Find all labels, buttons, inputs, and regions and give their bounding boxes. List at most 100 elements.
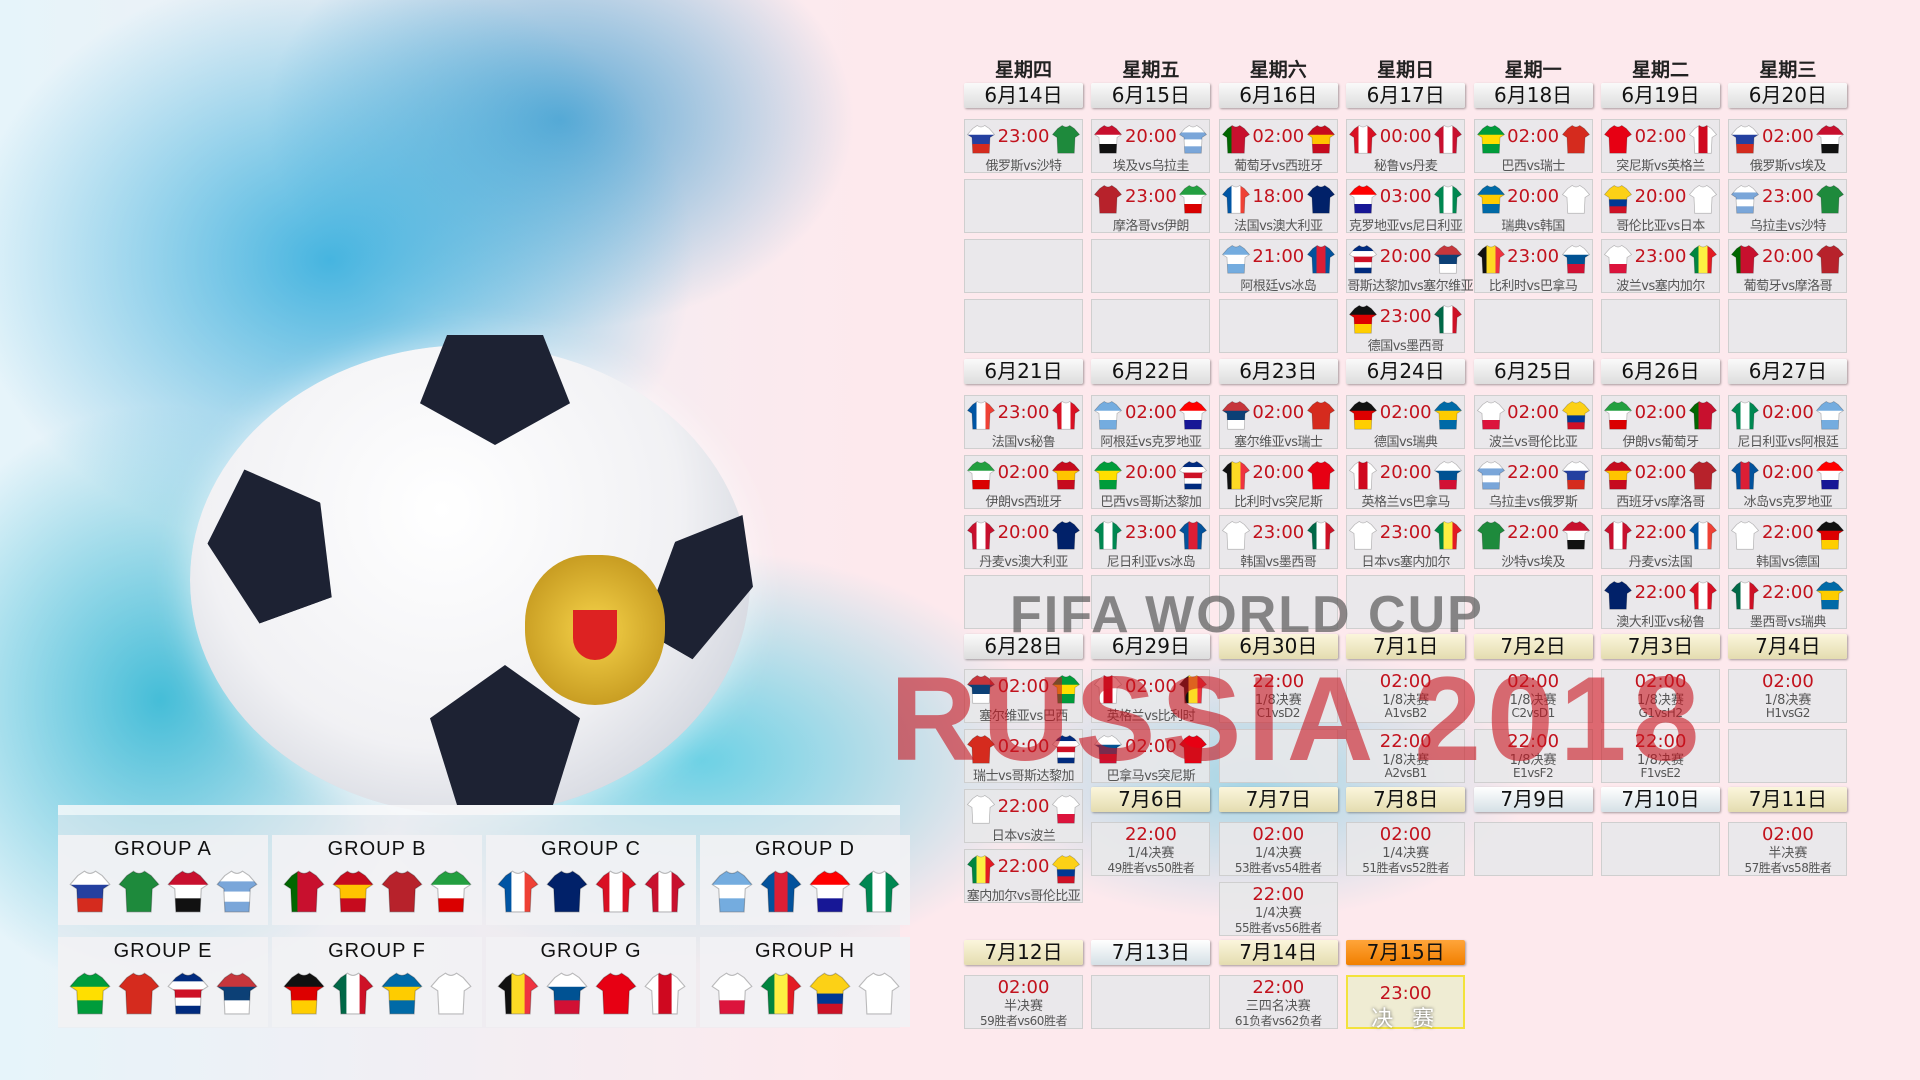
match-cell[interactable]: 22:00 日本vs波兰 [964, 789, 1083, 844]
match-cell[interactable]: 02:00 巴西vs瑞士 [1473, 119, 1593, 174]
jersey-icon-沙特 [1051, 122, 1081, 156]
match-cell[interactable]: 02:00 1/8决赛 H1vsG2 [1728, 669, 1848, 723]
match-cell[interactable]: 22:00 乌拉圭vs俄罗斯 [1473, 455, 1593, 510]
match-cell[interactable]: 20:00 埃及vs乌拉圭 [1091, 119, 1211, 174]
match-cell[interactable]: 22:00 塞内加尔vs哥伦比亚 [964, 849, 1083, 904]
match-cell[interactable]: 02:00 伊朗vs西班牙 [964, 455, 1083, 510]
match-cell[interactable]: 22:00 1/8决赛 C1vsD2 [1218, 669, 1338, 723]
date-header: 6月22日 [1091, 359, 1211, 384]
match-cell[interactable]: 22:00 韩国vs德国 [1728, 515, 1848, 570]
match-cell[interactable]: 02:00 尼日利亚vs阿根廷 [1728, 395, 1848, 450]
match-teams: 英格兰vs巴拿马 [1361, 495, 1450, 510]
match-cell[interactable]: 02:00 塞尔维亚vs巴西 [964, 669, 1083, 724]
match-teams: 秘鲁vs丹麦 [1373, 159, 1438, 174]
match-teams: 61负者vs62负者 [1234, 1014, 1322, 1028]
match-cell[interactable]: 22:00 1/4决赛 55胜者vs56胜者 [1218, 882, 1338, 936]
jersey-icon-澳大利亚 [1051, 518, 1081, 552]
match-cell[interactable]: 02:00 伊朗vs葡萄牙 [1601, 395, 1720, 450]
match-cell[interactable]: 02:00 1/4决赛 51胜者vs52胜者 [1346, 822, 1466, 876]
jersey-icon-西班牙 [331, 865, 375, 917]
match-cell[interactable]: 20:00 哥斯达黎加vs塞尔维亚 [1346, 239, 1474, 294]
jersey-icon-墨西哥 [1433, 302, 1463, 336]
match-teams: 法国vs秘鲁 [991, 435, 1056, 450]
match-cell[interactable]: 22:00 丹麦vs法国 [1601, 515, 1720, 570]
match-cell[interactable]: 20:00 比利时vs突尼斯 [1218, 455, 1338, 510]
match-cell[interactable]: 21:00 阿根廷vs冰岛 [1218, 239, 1338, 294]
match-cell[interactable]: 02:00 英格兰vs比利时 [1091, 669, 1211, 724]
match-cell[interactable]: 22:00 三四名决赛 61负者vs62负者 [1218, 975, 1338, 1029]
match-cell[interactable]: 02:00 冰岛vs克罗地亚 [1728, 455, 1848, 510]
match-teams: 日本vs塞内加尔 [1361, 555, 1450, 570]
match-cell[interactable]: 02:00 瑞士vs哥斯达黎加 [964, 729, 1083, 784]
jersey-icon-法国 [1688, 518, 1718, 552]
weekday-header: 星期三 [1759, 59, 1817, 81]
match-cell[interactable]: 02:00 1/8决赛 C2vsD1 [1473, 669, 1593, 723]
match-cell[interactable]: 02:00 葡萄牙vs西班牙 [1218, 119, 1338, 174]
empty-cell [1218, 575, 1338, 629]
match-cell[interactable]: 23:00 韩国vs墨西哥 [1218, 515, 1338, 570]
jersey-icon-哥斯达黎加 [1178, 458, 1208, 492]
match-cell[interactable]: 02:00 巴拿马vs突尼斯 [1091, 729, 1211, 784]
jersey-icon-塞尔维亚 [1221, 398, 1251, 432]
match-cell[interactable]: 23:00 摩洛哥vs伊朗 [1091, 179, 1211, 234]
jersey-icon-阿根廷 [1093, 398, 1123, 432]
match-cell[interactable]: 02:00 突尼斯vs英格兰 [1601, 119, 1720, 174]
match-cell[interactable]: 23:00 波兰vs塞内加尔 [1601, 239, 1720, 294]
match-cell[interactable]: 22:00 沙特vs埃及 [1473, 515, 1593, 570]
match-cell[interactable]: 18:00 法国vs澳大利亚 [1218, 179, 1338, 234]
match-cell[interactable]: 02:00 德国vs瑞典 [1346, 395, 1466, 450]
match-cell[interactable]: 22:00 1/8决赛 F1vsE2 [1601, 729, 1720, 783]
date-header: 6月19日 [1601, 83, 1720, 108]
match-cell[interactable]: 02:00 1/4决赛 53胜者vs54胜者 [1218, 822, 1338, 876]
jersey-icon-摩洛哥 [1815, 242, 1845, 276]
date-header: 6月21日 [964, 359, 1083, 384]
match-cell[interactable]: 22:00 澳大利亚vs秘鲁 [1601, 575, 1720, 630]
match-cell[interactable]: 02:00 波兰vs哥伦比亚 [1473, 395, 1593, 450]
match-cell[interactable]: 23:00 俄罗斯vs沙特 [964, 119, 1083, 174]
soccer-ball-illustration [190, 345, 750, 815]
match-cell[interactable]: 22:00 1/8决赛 E1vsF2 [1473, 729, 1593, 783]
match-teams: 墨西哥vs瑞典 [1749, 615, 1826, 630]
match-stage: 1/8决赛 [1509, 753, 1557, 768]
match-cell[interactable]: 23:00 日本vs塞内加尔 [1346, 515, 1466, 570]
match-time: 23:00 [997, 126, 1050, 147]
jersey-icon-伊朗 [1603, 398, 1633, 432]
jersey-icon-德国 [282, 967, 326, 1019]
match-cell[interactable]: 03:00 克罗地亚vs尼日利亚 [1346, 179, 1466, 234]
match-cell[interactable]: 20:00 葡萄牙vs摩洛哥 [1728, 239, 1848, 294]
jersey-icon-巴西 [68, 967, 112, 1019]
match-cell[interactable]: 02:00 半决赛 57胜者vs58胜者 [1728, 822, 1848, 876]
match-cell[interactable]: 02:00 西班牙vs摩洛哥 [1601, 455, 1720, 510]
jersey-icon-摩洛哥 [1093, 182, 1123, 216]
match-cell[interactable]: 23:00 法国vs秘鲁 [964, 395, 1083, 450]
match-cell[interactable]: 02:00 1/8决赛 G1vsH2 [1601, 669, 1720, 723]
jersey-icon-墨西哥 [331, 967, 375, 1019]
match-cell[interactable]: 00:00 秘鲁vs丹麦 [1346, 119, 1466, 174]
jersey-icon-埃及 [1561, 518, 1591, 552]
match-cell[interactable]: 20:00 丹麦vs澳大利亚 [964, 515, 1083, 570]
match-stage: 1/4决赛 [1254, 846, 1302, 861]
match-cell[interactable]: 22:00 1/4决赛 49胜者vs50胜者 [1091, 822, 1211, 876]
jersey-icon-韩国 [1221, 518, 1251, 552]
match-time: 02:00 [1634, 671, 1687, 692]
match-cell[interactable]: 02:00 阿根廷vs克罗地亚 [1091, 395, 1211, 450]
match-cell[interactable]: 02:00 1/8决赛 A1vsB2 [1346, 669, 1466, 723]
match-cell[interactable]: 20:00 哥伦比亚vs日本 [1601, 179, 1720, 234]
match-cell[interactable]: 20:00 巴西vs哥斯达黎加 [1091, 455, 1211, 510]
jersey-icon-巴拿马 [1433, 458, 1463, 492]
match-cell[interactable]: 23:00 决 赛 [1346, 975, 1466, 1032]
match-cell[interactable]: 02:00 塞尔维亚vs瑞士 [1218, 395, 1338, 450]
match-cell[interactable]: 20:00 瑞典vs韩国 [1473, 179, 1593, 234]
match-cell[interactable]: 23:00 乌拉圭vs沙特 [1728, 179, 1848, 234]
match-cell[interactable]: 23:00 比利时vs巴拿马 [1473, 239, 1593, 294]
match-cell[interactable]: 02:00 俄罗斯vs埃及 [1728, 119, 1848, 174]
match-cell[interactable]: 22:00 墨西哥vs瑞典 [1728, 575, 1848, 630]
jersey-icon-突尼斯 [1178, 732, 1208, 766]
jersey-icon-俄罗斯 [1730, 122, 1760, 156]
match-cell[interactable]: 22:00 1/8决赛 A2vsB1 [1346, 729, 1466, 783]
jersey-icon-巴西 [1093, 458, 1123, 492]
match-cell[interactable]: 02:00 半决赛 59胜者vs60胜者 [964, 975, 1083, 1029]
match-cell[interactable]: 20:00 英格兰vs巴拿马 [1346, 455, 1466, 510]
match-cell[interactable]: 23:00 德国vs墨西哥 [1346, 299, 1466, 354]
match-cell[interactable]: 23:00 尼日利亚vs冰岛 [1091, 515, 1211, 570]
